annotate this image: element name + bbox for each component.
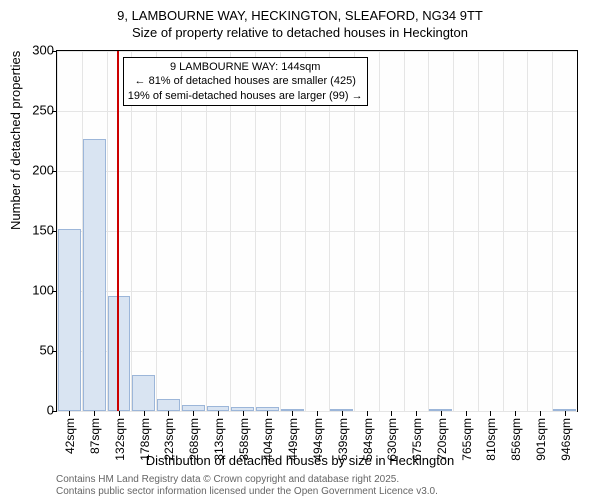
- grid-line-vertical: [503, 51, 504, 411]
- y-tick-label: 150: [32, 223, 54, 238]
- x-tick-mark: [367, 411, 368, 416]
- marker-line: [117, 51, 119, 411]
- bar: [58, 229, 81, 411]
- x-tick-label: 87sqm: [88, 418, 102, 454]
- bar: [553, 409, 576, 411]
- bar: [256, 407, 279, 411]
- annotation-line-1: 9 LAMBOURNE WAY: 144sqm: [128, 60, 363, 74]
- x-tick-mark: [416, 411, 417, 416]
- bar: [132, 375, 155, 411]
- x-tick-mark: [441, 411, 442, 416]
- y-tick-label: 300: [32, 43, 54, 58]
- grid-line-vertical: [478, 51, 479, 411]
- grid-line-vertical: [379, 51, 380, 411]
- x-tick-mark: [243, 411, 244, 416]
- bar: [330, 409, 353, 411]
- x-tick-mark: [540, 411, 541, 416]
- bar: [182, 405, 205, 411]
- x-tick-mark: [168, 411, 169, 416]
- grid-line-vertical: [453, 51, 454, 411]
- x-tick-mark: [193, 411, 194, 416]
- grid-line-horizontal: [57, 111, 577, 112]
- x-tick-mark: [119, 411, 120, 416]
- y-tick-label: 250: [32, 103, 54, 118]
- grid-line-vertical: [404, 51, 405, 411]
- annotation-line-3: 19% of semi-detached houses are larger (…: [128, 89, 363, 103]
- y-tick-label: 50: [40, 343, 54, 358]
- x-tick-mark: [267, 411, 268, 416]
- x-tick-mark: [490, 411, 491, 416]
- bar: [429, 409, 452, 411]
- y-tick-label: 100: [32, 283, 54, 298]
- footer-line-2: Contains public sector information licen…: [56, 486, 438, 498]
- grid-line-horizontal: [57, 231, 577, 232]
- x-tick-mark: [69, 411, 70, 416]
- x-tick-mark: [94, 411, 95, 416]
- y-tick-mark: [52, 411, 57, 412]
- grid-line-vertical: [428, 51, 429, 411]
- x-tick-mark: [292, 411, 293, 416]
- chart-container: 9, LAMBOURNE WAY, HECKINGTON, SLEAFORD, …: [0, 0, 600, 500]
- plot-area: 9 LAMBOURNE WAY: 144sqm ← 81% of detache…: [56, 50, 578, 412]
- bar: [157, 399, 180, 411]
- bar: [231, 407, 254, 411]
- grid-line-horizontal: [57, 291, 577, 292]
- title-line-2: Size of property relative to detached ho…: [0, 25, 600, 42]
- y-tick-label: 200: [32, 163, 54, 178]
- bar: [83, 139, 106, 411]
- x-tick-mark: [515, 411, 516, 416]
- annotation-box: 9 LAMBOURNE WAY: 144sqm ← 81% of detache…: [123, 57, 368, 106]
- x-tick-mark: [391, 411, 392, 416]
- grid-line-vertical: [527, 51, 528, 411]
- footer-note: Contains HM Land Registry data © Crown c…: [56, 474, 438, 498]
- grid-line-horizontal: [57, 171, 577, 172]
- bar: [281, 409, 304, 411]
- x-tick-mark: [342, 411, 343, 416]
- grid-line-vertical: [552, 51, 553, 411]
- bar: [108, 296, 131, 411]
- x-tick-mark: [144, 411, 145, 416]
- grid-line-horizontal: [57, 351, 577, 352]
- x-tick-label: 42sqm: [63, 418, 77, 454]
- x-axis-label: Distribution of detached houses by size …: [0, 453, 600, 468]
- grid-line-horizontal: [57, 51, 577, 52]
- x-tick-mark: [317, 411, 318, 416]
- title-line-1: 9, LAMBOURNE WAY, HECKINGTON, SLEAFORD, …: [0, 8, 600, 25]
- y-tick-label: 0: [47, 403, 54, 418]
- x-tick-mark: [565, 411, 566, 416]
- chart-title: 9, LAMBOURNE WAY, HECKINGTON, SLEAFORD, …: [0, 0, 600, 42]
- footer-line-1: Contains HM Land Registry data © Crown c…: [56, 474, 438, 486]
- x-tick-mark: [218, 411, 219, 416]
- annotation-line-2: ← 81% of detached houses are smaller (42…: [128, 74, 363, 88]
- bar: [207, 406, 230, 411]
- y-axis-label: Number of detached properties: [8, 51, 23, 230]
- x-tick-mark: [466, 411, 467, 416]
